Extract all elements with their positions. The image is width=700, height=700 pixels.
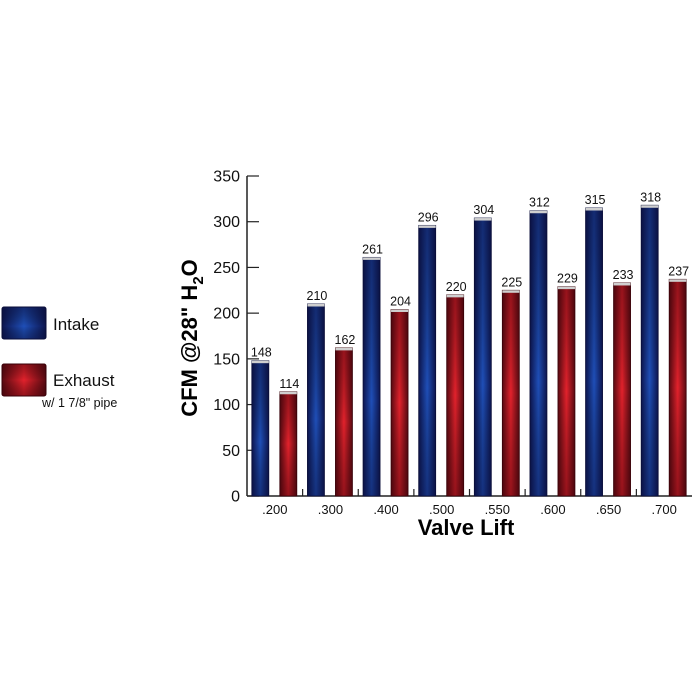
- bar-shade: [391, 309, 409, 496]
- legend-item-exhaust: Exhaust w/ 1 7/8" pipe: [1, 363, 117, 410]
- legend-item-intake: Intake: [1, 306, 99, 340]
- bar-cap: [502, 290, 520, 293]
- data-label-exhaust: 220: [446, 280, 467, 294]
- legend: Intake Exhaust w/ 1 7/8" pipe: [1, 306, 117, 410]
- y-axis-title-tail: O: [177, 259, 202, 276]
- bar-shade: [335, 347, 353, 496]
- y-axis-title: CFM @28" H2O: [177, 259, 207, 417]
- data-label-intake: 261: [362, 242, 383, 256]
- bar-cap: [335, 347, 353, 351]
- y-tick-label: 150: [213, 351, 240, 368]
- y-tick-label: 250: [213, 260, 240, 277]
- data-label-intake: 304: [473, 203, 494, 217]
- bar-group-exhaust: 162: [335, 333, 356, 497]
- legend-swatch-shade: [2, 364, 46, 396]
- x-ticks: .200 .300 .400 .500 .550 .600 .650 .700: [262, 489, 677, 517]
- x-tick-label: .500: [429, 502, 454, 517]
- y-axis-title-subscript: 2: [190, 276, 207, 284]
- bar-cap: [307, 304, 325, 307]
- data-label-exhaust: 162: [335, 333, 356, 347]
- bar-shade: [307, 304, 325, 496]
- y-axis-title-main: CFM @28" H: [177, 285, 202, 417]
- bar-shade: [418, 225, 436, 496]
- bar-cap: [446, 294, 464, 298]
- bar-group-exhaust: 233: [613, 268, 634, 497]
- bar-cap: [391, 309, 409, 312]
- bar-shade: [613, 282, 631, 496]
- data-label-intake: 315: [585, 193, 606, 207]
- bar-group-intake: 304: [473, 203, 494, 497]
- bar-group-intake: 210: [307, 289, 328, 497]
- bar-group-intake: 148: [251, 346, 272, 497]
- x-tick-label: .650: [596, 502, 621, 517]
- bar-shade: [474, 218, 492, 497]
- bar-group-intake: 296: [418, 210, 439, 497]
- data-label-exhaust: 225: [501, 275, 522, 289]
- data-label-intake: 318: [640, 190, 661, 204]
- bar-group-intake: 261: [362, 242, 383, 497]
- data-label-exhaust: 229: [557, 272, 578, 286]
- y-tick-label: 0: [231, 489, 240, 506]
- bar-group-exhaust: 229: [557, 272, 578, 497]
- bar-shade: [279, 391, 297, 496]
- bar-shade: [529, 210, 547, 496]
- bar-cap: [474, 218, 492, 221]
- bar-cap: [251, 360, 269, 364]
- bar-group-exhaust: 225: [501, 275, 522, 497]
- bar-shade: [669, 279, 687, 496]
- x-tick-label: .400: [373, 502, 398, 517]
- legend-note-exhaust: w/ 1 7/8" pipe: [41, 396, 117, 410]
- legend-swatch-shade: [2, 307, 46, 339]
- data-label-exhaust: 237: [668, 264, 689, 278]
- bars: 148 114 210 162 261 204 296 220 304 225 312 229 315 2…: [251, 190, 689, 497]
- bar-group-intake: 318: [640, 190, 661, 497]
- y-tick-label: 350: [213, 169, 240, 186]
- bar-cap: [557, 286, 575, 290]
- legend-label-intake: Intake: [53, 315, 99, 334]
- data-label-exhaust: 233: [613, 268, 634, 282]
- bar-cap: [641, 205, 659, 208]
- bar-cap: [363, 257, 381, 260]
- bar-shade: [446, 294, 464, 496]
- bar-group-intake: 315: [585, 193, 606, 497]
- bar-cap: [585, 208, 603, 211]
- bar-cap: [529, 210, 547, 214]
- x-axis-title: Valve Lift: [418, 515, 515, 540]
- bar-group-exhaust: 237: [668, 264, 689, 497]
- x-tick-label: .700: [652, 502, 677, 517]
- bar-shade: [557, 286, 575, 496]
- bar-cap: [613, 282, 631, 286]
- data-label-intake: 312: [529, 196, 550, 210]
- y-tick-label: 300: [213, 214, 240, 231]
- bar-shade: [585, 208, 603, 496]
- data-label-exhaust: 204: [390, 294, 411, 308]
- bar-shade: [363, 257, 381, 496]
- data-label-intake: 296: [418, 210, 439, 224]
- bar-cap: [418, 225, 436, 228]
- x-tick-label: .550: [485, 502, 510, 517]
- x-tick-label: .200: [262, 502, 287, 517]
- bar-shade: [251, 360, 269, 496]
- bar-group-exhaust: 114: [279, 377, 299, 497]
- bar-cap: [669, 279, 687, 282]
- bar-shade: [502, 290, 520, 496]
- bar-group-exhaust: 220: [446, 280, 467, 497]
- y-tick-label: 200: [213, 306, 240, 323]
- data-label-intake: 210: [307, 289, 328, 303]
- bar-group-exhaust: 204: [390, 294, 411, 497]
- legend-label-exhaust: Exhaust: [53, 371, 115, 390]
- data-label-intake: 148: [251, 346, 272, 360]
- bar-shade: [641, 205, 659, 496]
- bar-cap: [279, 391, 297, 395]
- x-tick-label: .600: [540, 502, 565, 517]
- x-tick-label: .300: [318, 502, 343, 517]
- y-tick-label: 50: [222, 443, 240, 460]
- data-label-exhaust: 114: [279, 377, 299, 391]
- bar-group-intake: 312: [529, 196, 550, 497]
- y-tick-label: 100: [213, 397, 240, 414]
